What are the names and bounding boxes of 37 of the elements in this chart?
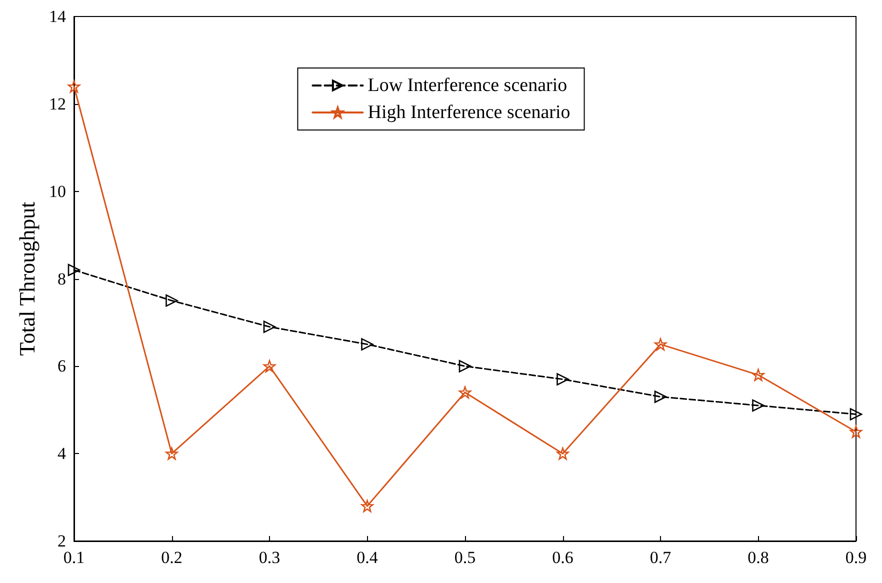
y-tick-label: 2 — [58, 532, 66, 550]
point — [752, 368, 764, 382]
point — [68, 264, 80, 276]
point — [361, 500, 374, 512]
y-tick-label: 10 — [49, 182, 66, 201]
point — [850, 426, 862, 438]
point — [556, 447, 569, 460]
point — [263, 360, 276, 372]
point — [458, 386, 472, 399]
x-tick-label: 0.3 — [258, 548, 280, 567]
point — [361, 338, 374, 350]
y-tick-label: 4 — [58, 444, 66, 464]
y-tick-label: 6 — [58, 356, 66, 376]
x-tick-label: 0.5 — [454, 548, 476, 567]
x-tick-label: 0.4 — [356, 548, 378, 567]
point — [850, 408, 862, 420]
point — [68, 80, 80, 93]
point — [263, 320, 276, 333]
x-tick-label: 0.9 — [845, 548, 867, 567]
y-tick-label: 14 — [49, 7, 66, 26]
legend-label: High Interference scenario — [368, 102, 570, 123]
x-tick-label: 0.2 — [161, 548, 182, 567]
x-tick-label: 0.1 — [63, 548, 85, 567]
point — [556, 373, 569, 386]
point — [166, 294, 178, 307]
y-axis-title: Total Throughput — [14, 202, 40, 356]
x-tick-label: 0.8 — [748, 548, 769, 567]
point — [166, 447, 178, 460]
point — [654, 390, 667, 403]
y-tick-label: 12 — [49, 94, 66, 114]
point — [458, 360, 472, 372]
point — [752, 399, 764, 412]
point — [654, 338, 667, 350]
x-tick-label: 0.6 — [552, 548, 574, 567]
legend-label: Low Interference scenario — [368, 75, 568, 96]
y-tick-label: 8 — [58, 269, 66, 288]
x-tick-label: 0.7 — [650, 548, 672, 567]
